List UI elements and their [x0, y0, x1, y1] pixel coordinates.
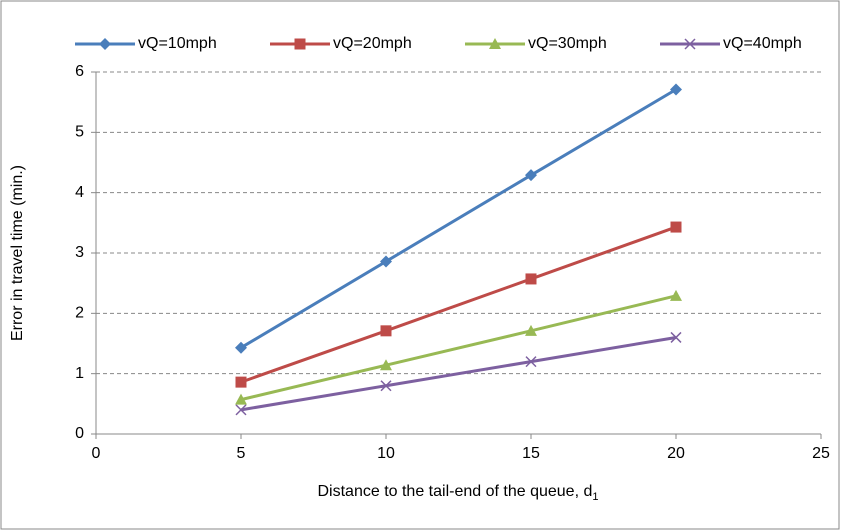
legend-label: vQ=30mph — [528, 35, 607, 52]
marker — [235, 404, 247, 416]
marker — [684, 38, 696, 50]
x-axis-label: Distance to the tail-end of the queue, d… — [318, 483, 599, 503]
marker — [294, 38, 306, 50]
series-line — [240, 225, 677, 384]
marker — [235, 376, 247, 388]
marker — [235, 341, 247, 354]
legend-label: vQ=40mph — [723, 35, 802, 52]
marker — [235, 393, 247, 405]
marker — [380, 359, 392, 371]
marker — [380, 380, 392, 392]
y-tick-label: 4 — [75, 184, 84, 201]
marker — [99, 38, 111, 50]
y-tick-label: 2 — [75, 305, 84, 322]
y-tick-label: 6 — [75, 63, 84, 80]
x-axis-label-main: Distance to the tail-end of the queue, d — [318, 483, 593, 500]
series-line — [240, 335, 677, 412]
y-tick-label: 5 — [75, 124, 84, 141]
series-line — [240, 88, 677, 350]
marker — [670, 221, 682, 233]
marker — [525, 273, 537, 285]
y-axis-label: Error in travel time (min.) — [9, 165, 26, 341]
x-tick-label: 0 — [92, 445, 101, 462]
x-tick-label: 15 — [522, 445, 540, 462]
legend-label: vQ=20mph — [333, 35, 412, 52]
marker — [670, 331, 682, 343]
y-tick-label: 3 — [75, 244, 84, 261]
y-tick-label: 1 — [75, 365, 84, 382]
marker — [380, 255, 392, 268]
x-tick-label: 20 — [667, 445, 685, 462]
marker — [670, 289, 682, 301]
marker — [670, 83, 682, 96]
legend-label: vQ=10mph — [138, 35, 217, 52]
x-tick-label: 25 — [812, 445, 830, 462]
x-tick-label: 5 — [237, 445, 246, 462]
marker — [525, 356, 537, 368]
series-line — [240, 294, 677, 402]
marker — [380, 325, 392, 337]
marker — [525, 324, 537, 336]
x-tick-label: 10 — [377, 445, 395, 462]
y-tick-label: 0 — [75, 425, 84, 442]
marker — [525, 169, 537, 182]
x-axis-label-subscript: 1 — [592, 491, 598, 503]
marker — [489, 38, 501, 49]
